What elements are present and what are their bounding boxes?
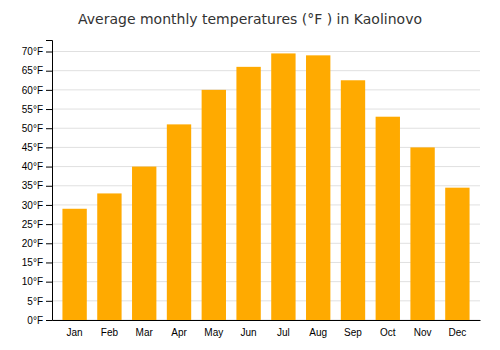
x-tick: Jan <box>67 327 83 338</box>
y-tick: 40°F <box>22 161 52 172</box>
y-tick: 55°F <box>22 104 52 115</box>
y-tick: 20°F <box>22 238 52 249</box>
x-tick: Jul <box>277 327 290 338</box>
title: Average monthly temperatures (°F ) in Ka… <box>78 11 422 27</box>
y-tick: 15°F <box>22 257 52 268</box>
x-tick: May <box>204 327 223 338</box>
tick-mark <box>46 301 52 302</box>
tick-label: 15°F <box>22 257 43 268</box>
tick-label: Aug <box>309 327 327 338</box>
tick-label: Jul <box>277 327 290 338</box>
tick-label: Oct <box>380 327 396 338</box>
tick-label: Sep <box>344 327 362 338</box>
tick-mark <box>46 109 52 110</box>
grid <box>52 52 480 320</box>
tick-mark <box>46 262 52 263</box>
plot-area: 0°F 5°F 10°F 15°F 20°F 25°F 30°F 35°F 40°F 45°F 50… <box>22 41 481 339</box>
tick-label: Nov <box>414 327 432 338</box>
y-tick: 65°F <box>22 65 52 76</box>
y-axis: 0°F 5°F 10°F 15°F 20°F 25°F 30°F 35°F 40°F 45°F 50… <box>22 41 53 326</box>
axis-line <box>53 320 481 321</box>
tick-label: 40°F <box>22 161 43 172</box>
y-tick: 10°F <box>22 276 52 287</box>
tick-label: 5°F <box>27 296 43 307</box>
tick-mark <box>46 320 52 321</box>
tick-label: 50°F <box>22 123 43 134</box>
y-tick: 30°F <box>22 200 52 211</box>
bar <box>62 209 86 320</box>
y-tick: 0°F <box>27 315 52 326</box>
bar <box>236 67 260 320</box>
tick-label: 10°F <box>22 276 43 287</box>
bar <box>445 188 469 320</box>
tick-mark <box>46 205 52 206</box>
bar <box>410 147 434 320</box>
x-tick: Apr <box>171 327 187 338</box>
axis-line <box>46 41 53 321</box>
x-tick: Jun <box>241 327 257 338</box>
x-tick: Dec <box>448 327 466 338</box>
tick-mark <box>46 282 52 283</box>
bar <box>97 193 121 320</box>
bar <box>341 80 365 320</box>
tick-label: May <box>204 327 223 338</box>
y-tick: 45°F <box>22 142 52 153</box>
x-axis: Jan Feb Mar Apr May Jun Jul Aug Sep Oct Nov Dec <box>53 321 481 339</box>
bar <box>306 55 330 320</box>
bar <box>271 53 295 320</box>
x-tick: Oct <box>380 327 396 338</box>
tick-mark <box>46 224 52 225</box>
grid-line <box>52 70 480 71</box>
x-tick: Sep <box>344 327 362 338</box>
grid-line <box>52 89 480 90</box>
tick-label: Jan <box>67 327 83 338</box>
y-tick: 60°F <box>22 85 52 96</box>
tick-label: 30°F <box>22 200 43 211</box>
tick-label: 55°F <box>22 104 43 115</box>
tick-mark <box>46 90 52 91</box>
bars <box>62 53 469 320</box>
grid-line <box>52 109 480 110</box>
x-tick: Aug <box>309 327 327 338</box>
tick-label: 35°F <box>22 180 43 191</box>
x-tick: Nov <box>414 327 432 338</box>
tick-mark <box>46 186 52 187</box>
tick-label: Dec <box>448 327 466 338</box>
tick-label: 25°F <box>22 219 43 230</box>
tick-mark <box>46 52 52 53</box>
tick-mark <box>46 128 52 129</box>
tick-label: 60°F <box>22 85 43 96</box>
tick-label: Feb <box>101 327 119 338</box>
y-tick: 50°F <box>22 123 52 134</box>
tick-label: 70°F <box>22 46 43 57</box>
y-tick: 5°F <box>27 296 52 307</box>
tick-label: Jun <box>241 327 257 338</box>
y-tick: 25°F <box>22 219 52 230</box>
tick-label: Apr <box>171 327 187 338</box>
tick-label: 65°F <box>22 65 43 76</box>
tick-mark <box>46 147 52 148</box>
bar <box>167 124 191 320</box>
y-tick: 35°F <box>22 180 52 191</box>
bar <box>132 167 156 320</box>
tick-mark <box>46 71 52 72</box>
y-tick: 70°F <box>22 46 52 57</box>
tick-label: Mar <box>136 327 154 338</box>
x-tick: Mar <box>136 327 154 338</box>
tick-mark <box>46 243 52 244</box>
tick-label: 0°F <box>27 315 43 326</box>
tick-mark <box>46 167 52 168</box>
chart: 0°F 5°F 10°F 15°F 20°F 25°F 30°F 35°F 40°F 45°F 50… <box>0 0 500 350</box>
bar <box>376 117 400 320</box>
bar <box>202 90 226 320</box>
grid-line <box>52 128 480 129</box>
x-tick: Feb <box>101 327 119 338</box>
grid-line <box>52 51 480 52</box>
tick-label: 45°F <box>22 142 43 153</box>
tick-label: 20°F <box>22 238 43 249</box>
